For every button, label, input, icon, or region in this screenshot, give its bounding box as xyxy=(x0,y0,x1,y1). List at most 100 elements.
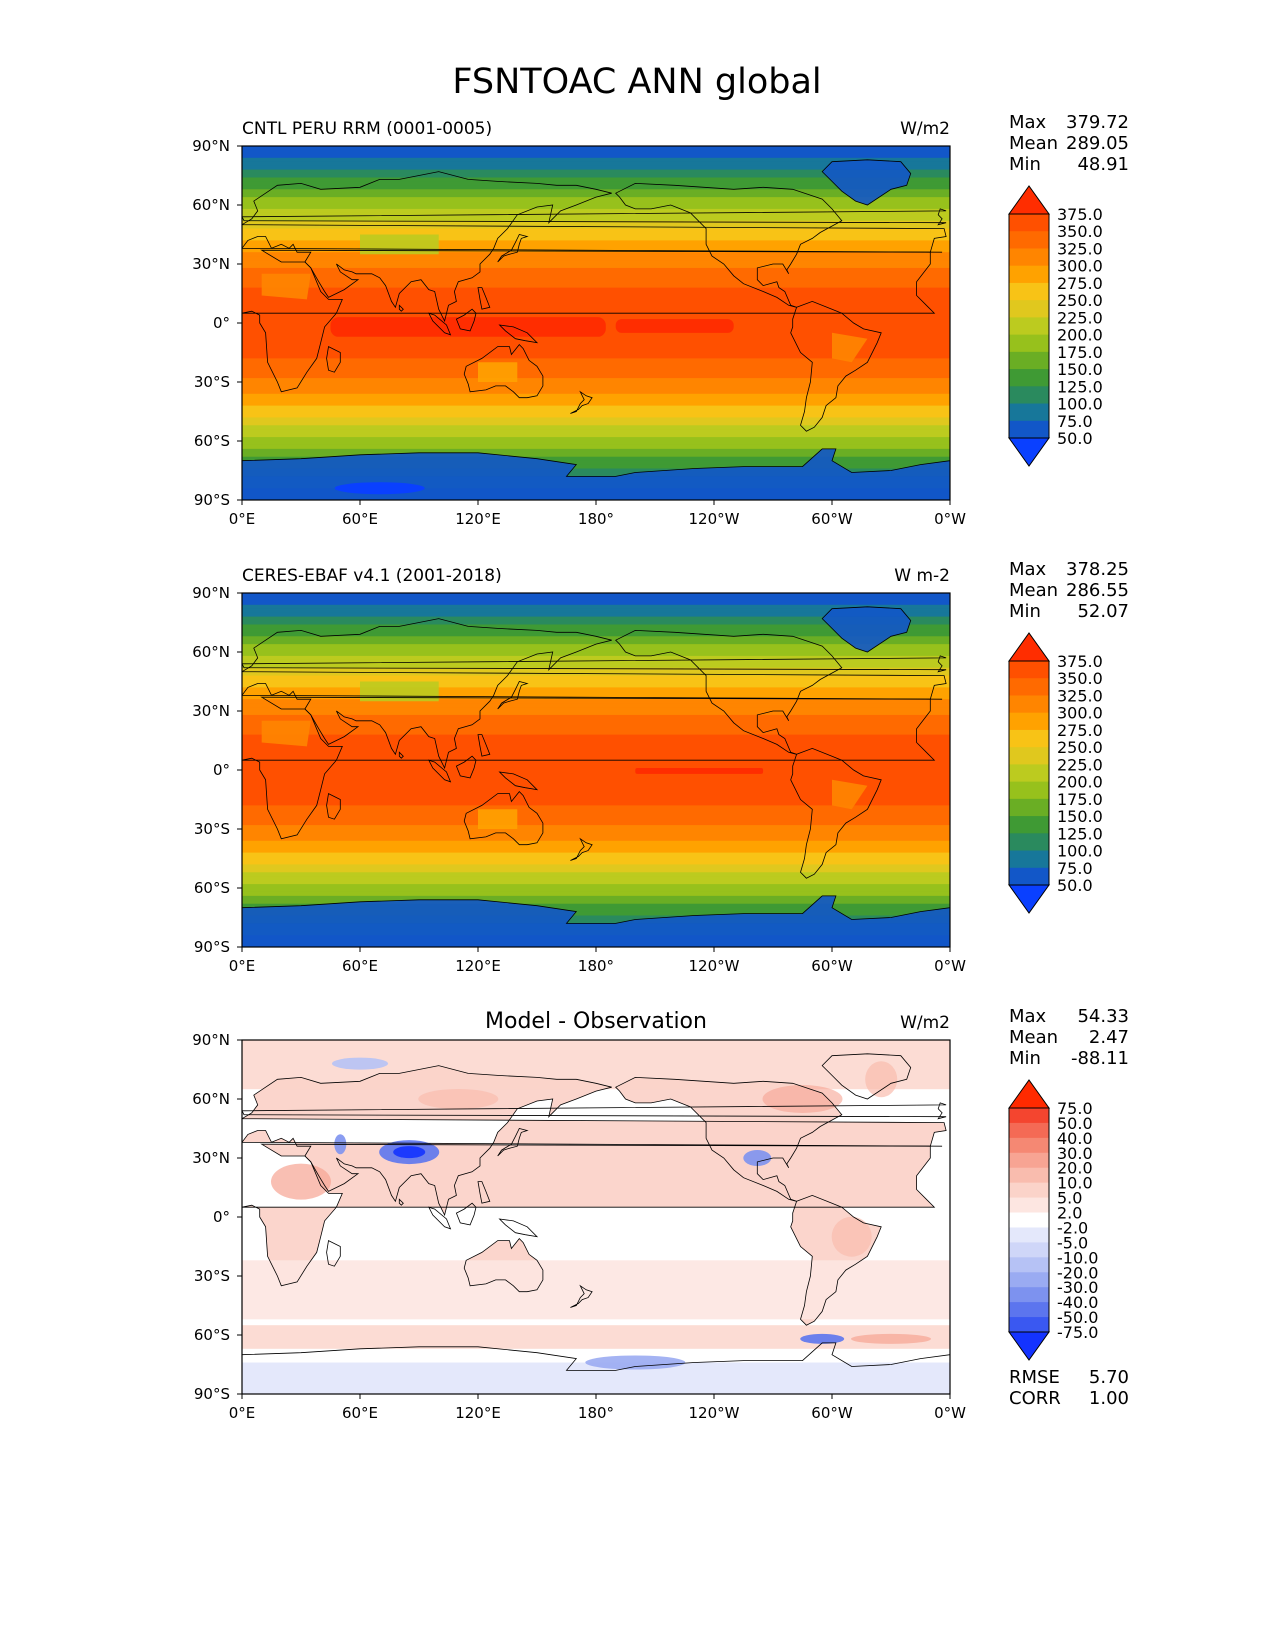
colorbar-swatch xyxy=(1009,420,1049,439)
x-tick-label: 60°E xyxy=(342,957,378,975)
y-tick-label: 0° xyxy=(213,314,230,332)
colorbar-tick-label: 175.0 xyxy=(1057,343,1103,362)
panel-title: CNTL PERU RRM (0001-0005) xyxy=(242,119,492,139)
colorbar-tick-label: 225.0 xyxy=(1057,755,1103,774)
colorbar-tick-label: 300.0 xyxy=(1057,257,1103,276)
colorbar-tick-label: 10.0 xyxy=(1057,1174,1093,1193)
coastline-greenland xyxy=(821,159,912,206)
colorbar-swatch xyxy=(1009,695,1049,714)
stat-value-min: 48.91 xyxy=(1077,154,1129,175)
coastline-uk xyxy=(242,1102,947,1120)
colorbar-tick-label: 125.0 xyxy=(1057,824,1103,843)
colorbar-swatch xyxy=(1009,867,1049,886)
coastline-antarctica xyxy=(242,1342,950,1394)
colorbar-swatch xyxy=(1009,265,1049,284)
coastline-south-america xyxy=(790,1194,882,1326)
coastline-borneo xyxy=(455,755,477,779)
coastline-south-america xyxy=(790,300,882,432)
colorbar-tick-label: 30.0 xyxy=(1057,1144,1093,1163)
colorbar-tick-label: 50.0 xyxy=(1057,429,1093,448)
colorbar-lower-extension xyxy=(1008,1331,1050,1361)
x-tick-label: 120°E xyxy=(455,510,501,528)
stat-label-mean: Mean xyxy=(1009,580,1058,601)
colorbar-tick-label: 5.0 xyxy=(1057,1189,1082,1208)
colorbar-swatch xyxy=(1009,1287,1049,1303)
colorbar-swatch xyxy=(1009,248,1049,267)
colorbar-tick-label: 20.0 xyxy=(1057,1159,1093,1178)
y-tick-label: 30°N xyxy=(192,255,230,273)
x-tick-label: 0°W xyxy=(934,510,966,528)
coastlines xyxy=(242,159,950,500)
y-tick-label: 0° xyxy=(213,761,230,779)
x-tick-label: 180° xyxy=(578,1404,614,1422)
coastline-australia xyxy=(463,1237,544,1293)
colorbar-tick-label: 2.0 xyxy=(1057,1204,1082,1223)
colorbar-swatch xyxy=(1009,798,1049,817)
colorbar-tick-label: 350.0 xyxy=(1057,669,1103,688)
colorbar-tick-label: 150.0 xyxy=(1057,360,1103,379)
colorbar-swatch xyxy=(1009,1302,1049,1318)
colorbar-swatch xyxy=(1009,334,1049,353)
colorbar-tick-label: -20.0 xyxy=(1057,1263,1098,1282)
coastline-philippines xyxy=(477,734,491,757)
colorbar-swatch xyxy=(1009,351,1049,370)
colorbar-swatch xyxy=(1009,1272,1049,1288)
x-tick-label: 0°E xyxy=(229,510,256,528)
stat-label-max: Max xyxy=(1009,1006,1047,1027)
colorbar: 375.0350.0325.0300.0275.0250.0225.0200.0… xyxy=(1008,185,1103,467)
colorbar-tick-label: -30.0 xyxy=(1057,1278,1098,1297)
map-field xyxy=(242,593,950,947)
colorbar-tick-label: -40.0 xyxy=(1057,1293,1098,1312)
colorbar-swatch xyxy=(1009,1317,1049,1333)
colorbar-tick-label: -5.0 xyxy=(1057,1233,1088,1252)
colorbar-tick-label: 125.0 xyxy=(1057,377,1103,396)
colorbar-lower-extension xyxy=(1008,884,1050,914)
stat-label-max: Max xyxy=(1009,112,1047,133)
colorbar-swatch xyxy=(1009,1122,1049,1139)
stat-value-rmse: 5.70 xyxy=(1089,1367,1129,1388)
coastline-sumatra xyxy=(428,312,452,336)
stat-value-min: 52.07 xyxy=(1077,601,1129,622)
y-tick-label: 60°S xyxy=(194,432,230,450)
x-tick-label: 0°E xyxy=(229,957,256,975)
colorbar-swatch xyxy=(1009,1227,1049,1243)
colorbar-tick-label: 200.0 xyxy=(1057,773,1103,792)
colorbar-swatch xyxy=(1009,764,1049,783)
colorbar-tick-label: 275.0 xyxy=(1057,721,1103,740)
coastline-australia xyxy=(463,343,544,399)
colorbar-swatch xyxy=(1009,403,1049,422)
colorbar-swatch xyxy=(1009,1108,1049,1124)
colorbar-tick-label: 375.0 xyxy=(1057,652,1103,671)
colorbar-upper-extension xyxy=(1008,185,1050,215)
panel-title: CERES-EBAF v4.1 (2001-2018) xyxy=(242,566,502,586)
colorbar-tick-label: -2.0 xyxy=(1057,1218,1088,1237)
units-label: W/m2 xyxy=(900,119,950,139)
coastline-uk xyxy=(242,655,947,673)
colorbar-swatch xyxy=(1009,231,1049,249)
stat-label-min: Min xyxy=(1009,1048,1041,1069)
coastline-madagascar xyxy=(326,792,341,820)
map-field xyxy=(242,146,950,500)
map-plot-area: 0°E 60°E 120°E 180° 120°W 60°W 0°W 90°N 60°N 30°N… xyxy=(192,584,966,975)
x-tick-label: 60°E xyxy=(342,1404,378,1422)
y-tick-label: 0° xyxy=(213,1208,230,1226)
colorbar-swatch xyxy=(1009,1152,1049,1169)
x-tick-label: 180° xyxy=(578,510,614,528)
stat-value-min: -88.11 xyxy=(1071,1048,1129,1069)
units-label: W/m2 xyxy=(900,1013,950,1033)
colorbar-tick-label: 250.0 xyxy=(1057,738,1103,757)
y-tick-label: 90°S xyxy=(194,938,230,956)
x-tick-label: 0°W xyxy=(934,1404,966,1422)
stat-label-mean: Mean xyxy=(1009,133,1058,154)
y-tick-label: 60°S xyxy=(194,1326,230,1344)
coastline-madagascar xyxy=(326,1239,341,1267)
colorbar-lower-extension xyxy=(1008,437,1050,467)
coastlines xyxy=(242,606,950,947)
colorbar-tick-label: 225.0 xyxy=(1057,308,1103,327)
x-tick-label: 60°W xyxy=(811,510,853,528)
coastlines xyxy=(242,1053,950,1394)
coastline-north-america xyxy=(615,182,843,308)
y-tick-label: 60°N xyxy=(192,643,230,661)
coastline-philippines xyxy=(477,287,491,310)
